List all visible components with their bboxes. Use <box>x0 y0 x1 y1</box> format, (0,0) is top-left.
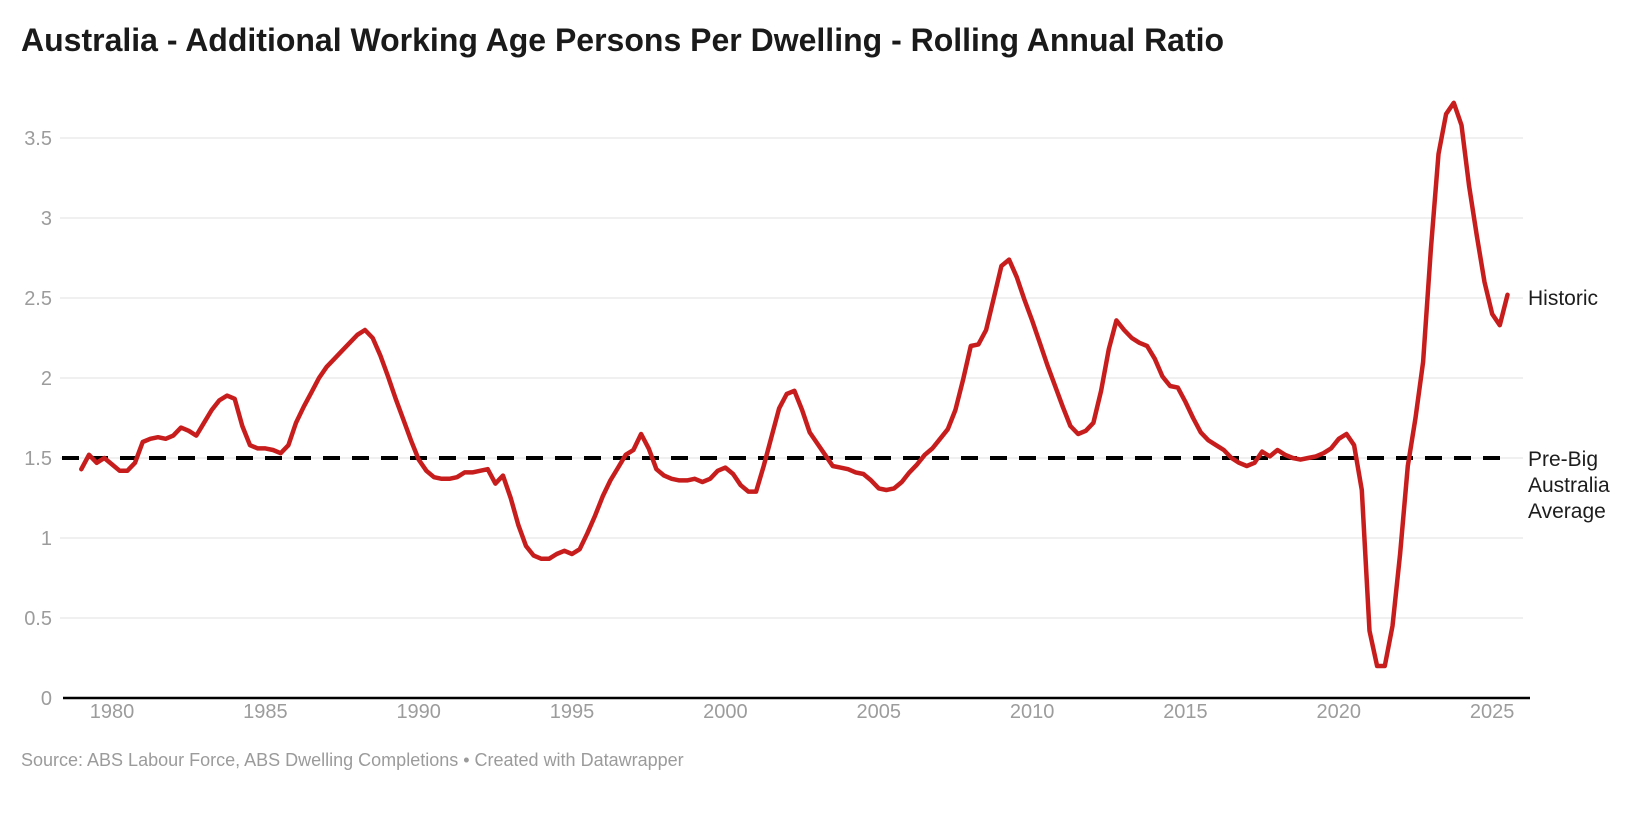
series-label-historic: Historic <box>1528 287 1599 310</box>
x-tick-label: 1990 <box>396 701 441 723</box>
y-tick-label: 3 <box>41 208 52 230</box>
y-tick-label: 3.5 <box>24 128 52 150</box>
y-tick-label: 2 <box>41 368 52 390</box>
chart-title: Australia - Additional Working Age Perso… <box>21 22 1225 58</box>
y-tick-label: 1.5 <box>24 448 52 470</box>
source-attribution: Source: ABS Labour Force, ABS Dwelling C… <box>21 750 684 770</box>
x-tick-label: 2005 <box>857 701 902 723</box>
y-tick-label: 0 <box>41 688 52 710</box>
y-tick-label: 1 <box>41 528 52 550</box>
x-tick-label: 1980 <box>90 701 135 723</box>
x-tick-label: 2000 <box>703 701 748 723</box>
x-tick-label: 2015 <box>1163 701 1208 723</box>
y-tick-label: 0.5 <box>24 608 52 630</box>
series-line-historic <box>79 100 1510 669</box>
baseline-label-prebig-australia-average: Pre-Big Australia Average <box>1528 448 1610 523</box>
x-tick-label: 2010 <box>1010 701 1055 723</box>
x-tick-label: 1985 <box>243 701 288 723</box>
x-tick-label: 1995 <box>550 701 595 723</box>
x-tick-label: 2020 <box>1317 701 1362 723</box>
y-tick-label: 2.5 <box>24 288 52 310</box>
x-tick-label: 2025 <box>1470 701 1515 723</box>
